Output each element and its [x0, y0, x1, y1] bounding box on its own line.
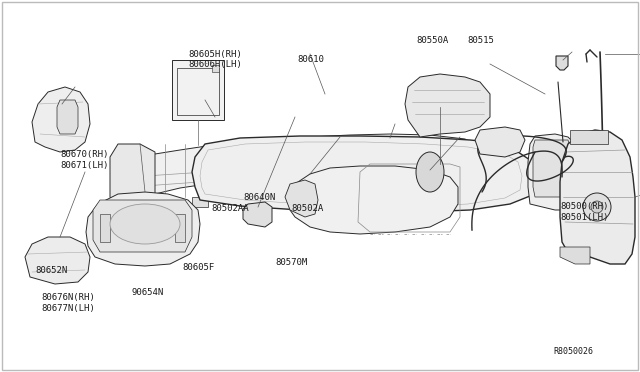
Text: 80515: 80515: [467, 36, 494, 45]
Text: 80652N: 80652N: [35, 266, 67, 275]
Polygon shape: [560, 130, 635, 264]
Polygon shape: [86, 192, 200, 266]
Polygon shape: [25, 237, 90, 284]
Polygon shape: [212, 65, 219, 72]
Polygon shape: [533, 140, 570, 197]
Text: 80502A: 80502A: [291, 204, 323, 213]
Text: 80500(RH)
80501(LH): 80500(RH) 80501(LH): [560, 202, 609, 222]
Polygon shape: [110, 144, 155, 210]
Polygon shape: [175, 214, 185, 242]
Text: R8050026: R8050026: [554, 347, 594, 356]
Text: 90654N: 90654N: [131, 288, 163, 297]
Ellipse shape: [416, 152, 444, 192]
Polygon shape: [57, 100, 78, 134]
Polygon shape: [475, 127, 525, 157]
Text: 80605H(RH)
80606H(LH): 80605H(RH) 80606H(LH): [189, 50, 243, 69]
Polygon shape: [152, 197, 168, 207]
Polygon shape: [382, 197, 398, 207]
Polygon shape: [252, 197, 268, 207]
Polygon shape: [100, 214, 110, 242]
Polygon shape: [288, 166, 458, 234]
Text: 80610: 80610: [298, 55, 324, 64]
Circle shape: [591, 201, 603, 213]
Ellipse shape: [110, 204, 180, 244]
Text: 80676N(RH)
80677N(LH): 80676N(RH) 80677N(LH): [42, 294, 95, 313]
Polygon shape: [118, 134, 480, 210]
Polygon shape: [556, 56, 568, 70]
Text: 80640N: 80640N: [243, 193, 275, 202]
Polygon shape: [570, 130, 608, 144]
Polygon shape: [322, 197, 338, 207]
Text: 80570M: 80570M: [275, 258, 307, 267]
Text: 80502AA: 80502AA: [211, 204, 249, 213]
Polygon shape: [192, 197, 208, 207]
Text: 80670(RH)
80671(LH): 80670(RH) 80671(LH): [61, 150, 109, 170]
Polygon shape: [528, 134, 578, 210]
Polygon shape: [285, 180, 318, 217]
Polygon shape: [192, 136, 535, 212]
Polygon shape: [172, 60, 224, 120]
Polygon shape: [93, 200, 192, 252]
Polygon shape: [560, 247, 590, 264]
Text: 80605F: 80605F: [182, 263, 214, 272]
Polygon shape: [405, 74, 490, 137]
Polygon shape: [243, 202, 272, 227]
Text: 80550A: 80550A: [416, 36, 448, 45]
Circle shape: [583, 193, 611, 221]
Polygon shape: [32, 87, 90, 152]
